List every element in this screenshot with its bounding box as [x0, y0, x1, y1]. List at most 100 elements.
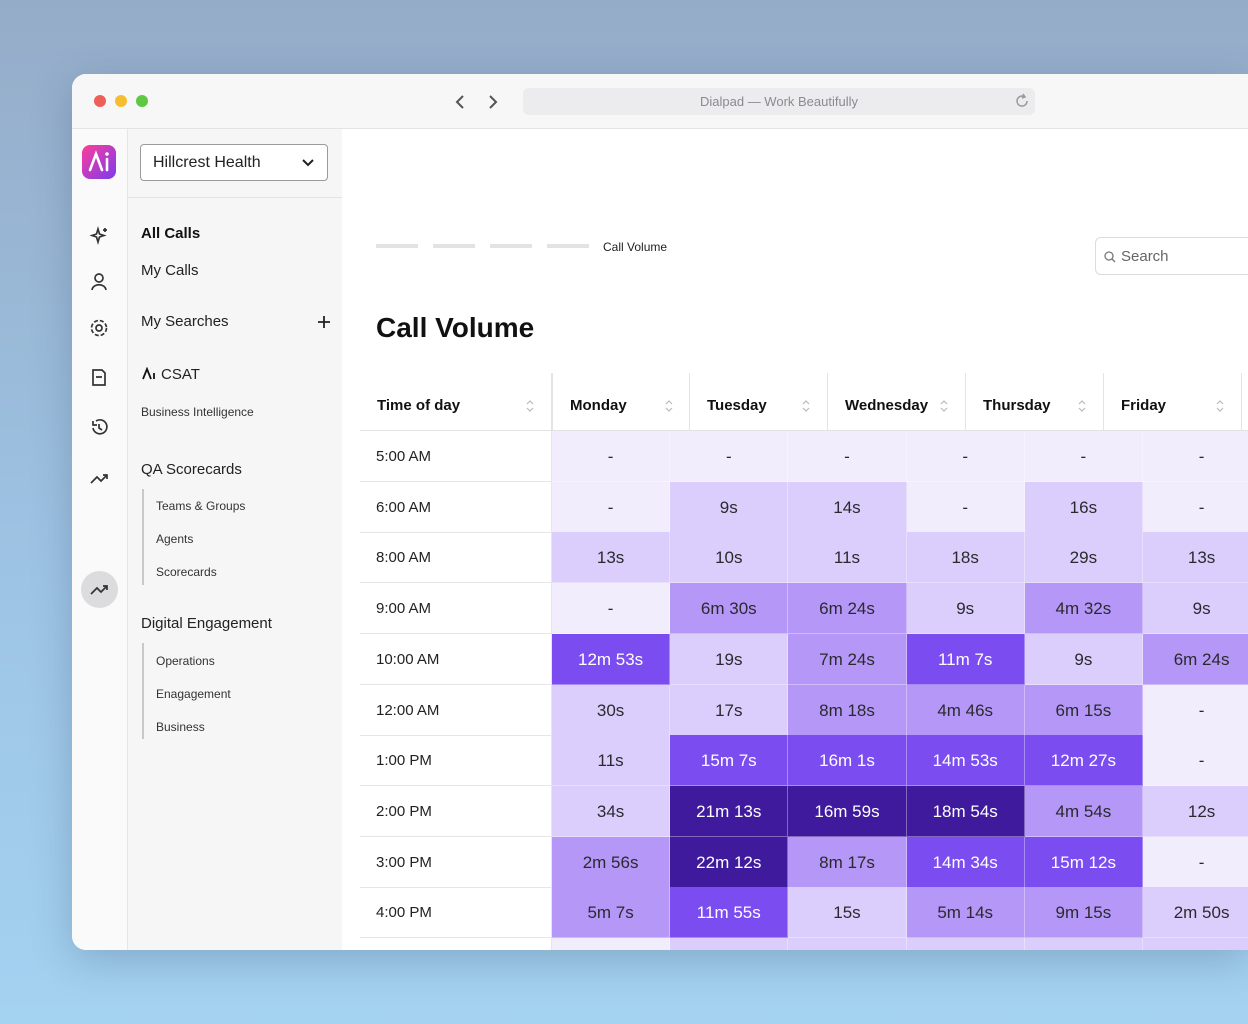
- heatmap-cell: -: [1143, 735, 1248, 787]
- heatmap-cell: 2m 50s: [1143, 887, 1248, 939]
- search-box[interactable]: Search: [1095, 237, 1248, 275]
- nav-item[interactable]: Teams & Groups: [156, 499, 246, 513]
- heatmap-cell: -: [1143, 431, 1248, 482]
- heatmap-cell: 13s: [552, 532, 671, 584]
- heatmap-cell: 11s: [788, 532, 907, 584]
- heatmap-cell: [906, 938, 1025, 950]
- sort-icon[interactable]: [940, 400, 948, 412]
- time-label: 4:00 PM: [360, 887, 552, 939]
- breadcrumb-placeholders: [376, 244, 589, 248]
- heatmap-cell: 14m 53s: [906, 735, 1025, 787]
- heatmap-cell: 2m 56s: [552, 836, 671, 888]
- heatmap-cell: 19s: [670, 633, 789, 685]
- time-label: 5:00 PM: [360, 938, 552, 950]
- nav-group[interactable]: Digital Engagement: [141, 615, 272, 632]
- heatmap-cell: [1024, 938, 1143, 950]
- heatmap-cell: 12m 53s: [552, 633, 671, 685]
- heatmap-cell: 4m 32s: [1024, 583, 1143, 635]
- nav-item[interactable]: Enagagement: [156, 687, 231, 701]
- heatmap-cell: 21m 13s: [670, 785, 789, 837]
- icon-rail: [72, 129, 128, 950]
- address-bar[interactable]: Dialpad — Work Beautifully: [523, 88, 1035, 115]
- nav-item[interactable]: Operations: [156, 654, 215, 668]
- nav-item[interactable]: Business Intelligence: [141, 405, 254, 419]
- title-bar: Dialpad — Work Beautifully: [72, 74, 1248, 129]
- page-title: Call Volume: [376, 312, 535, 343]
- heatmap-cell: 9s: [1143, 583, 1248, 635]
- heatmap-cell: 16m 1s: [788, 735, 907, 787]
- nav-item[interactable]: Agents: [156, 532, 194, 546]
- time-label: 2:00 PM: [360, 785, 552, 837]
- time-label: 6:00 AM: [360, 481, 552, 533]
- search-placeholder: Search: [1121, 248, 1169, 265]
- close-button[interactable]: [94, 95, 106, 107]
- zoom-button[interactable]: [136, 95, 148, 107]
- nav-item[interactable]: All Calls: [141, 225, 201, 242]
- reload-icon[interactable]: [1014, 93, 1030, 109]
- column-header[interactable]: Tuesday: [690, 373, 828, 430]
- heatmap-cell: 11m 7s: [906, 633, 1025, 685]
- heatmap-cell: 17s: [670, 684, 789, 736]
- analytics-icon[interactable]: [88, 579, 112, 601]
- org-name: Hillcrest Health: [153, 154, 261, 171]
- nav-item[interactable]: My Searches: [141, 313, 229, 330]
- column-label: Wednesday: [845, 397, 929, 414]
- breadcrumb-current[interactable]: Call Volume: [603, 240, 668, 254]
- sort-icon[interactable]: [802, 400, 810, 412]
- column-header[interactable]: Thursday: [966, 373, 1104, 430]
- heatmap-cell: -: [906, 481, 1025, 533]
- heatmap-cell: -: [670, 431, 789, 482]
- heatmap-cell: 14m 34s: [906, 836, 1025, 888]
- minimize-button[interactable]: [115, 95, 127, 107]
- column-header[interactable]: Monday: [552, 373, 690, 430]
- time-label: 1:00 PM: [360, 735, 552, 787]
- heatmap-cell: 9s: [906, 583, 1025, 635]
- heatmap-cell: 14s: [788, 481, 907, 533]
- heatmap-cell: 8m 18s: [788, 684, 907, 736]
- column-label: Monday: [570, 397, 627, 414]
- heatmap-cell: 18s: [906, 532, 1025, 584]
- nav-item[interactable]: Business: [156, 720, 205, 734]
- heatmap-cell: -: [552, 481, 671, 533]
- heatmap-cell: 29s: [1024, 532, 1143, 584]
- sort-icon[interactable]: [665, 400, 673, 412]
- heatmap-cell: 15m 7s: [670, 735, 789, 787]
- sidebar: Hillcrest Health All Calls My Calls My S…: [128, 129, 342, 950]
- main-content: Call Volume Search Call Volume Time of d…: [342, 129, 1248, 950]
- nav-item[interactable]: Scorecards: [156, 565, 217, 579]
- heatmap-cell: -: [1143, 481, 1248, 533]
- heatmap-cell: 9s: [1024, 633, 1143, 685]
- column-header[interactable]: Wednesday: [828, 373, 966, 430]
- nav-item[interactable]: CSAT: [161, 366, 200, 383]
- heatmap-cell: 18m 54s: [906, 785, 1025, 837]
- time-label: 8:00 AM: [360, 532, 552, 584]
- heatmap-cell: 6m 24s: [1143, 633, 1248, 685]
- org-select[interactable]: Hillcrest Health: [140, 144, 328, 181]
- heatmap-cell: -: [552, 431, 671, 482]
- heatmap-cell: [788, 938, 907, 950]
- heatmap-cell: 30s: [552, 684, 671, 736]
- header-border: [360, 430, 1248, 431]
- sort-icon[interactable]: [1078, 400, 1086, 412]
- heatmap-cell: 7m 24s: [788, 633, 907, 685]
- heatmap-cell: 4m 46s: [906, 684, 1025, 736]
- heatmap-cell: 12m 27s: [1024, 735, 1143, 787]
- nav-item[interactable]: My Calls: [141, 262, 199, 279]
- nav-arrows[interactable]: [452, 92, 512, 112]
- heatmap-cell: -: [1024, 431, 1143, 482]
- nav-group[interactable]: QA Scorecards: [141, 461, 242, 478]
- sort-icon[interactable]: [526, 400, 534, 412]
- column-header[interactable]: Friday: [1104, 373, 1242, 430]
- heatmap-cell: 9s: [670, 481, 789, 533]
- column-header[interactable]: Time of day: [360, 373, 552, 430]
- heatmap-cell: 9m 15s: [1024, 887, 1143, 939]
- nav-icons[interactable]: [88, 225, 112, 545]
- add-search[interactable]: [317, 315, 331, 329]
- heatmap-cell: [670, 938, 789, 950]
- heatmap-cell: -: [1143, 684, 1248, 736]
- group-line: [142, 643, 144, 739]
- heatmap-cell: 6m 30s: [670, 583, 789, 635]
- column-label: Friday: [1121, 397, 1167, 414]
- sort-icon[interactable]: [1216, 400, 1224, 412]
- app-logo[interactable]: [82, 145, 116, 179]
